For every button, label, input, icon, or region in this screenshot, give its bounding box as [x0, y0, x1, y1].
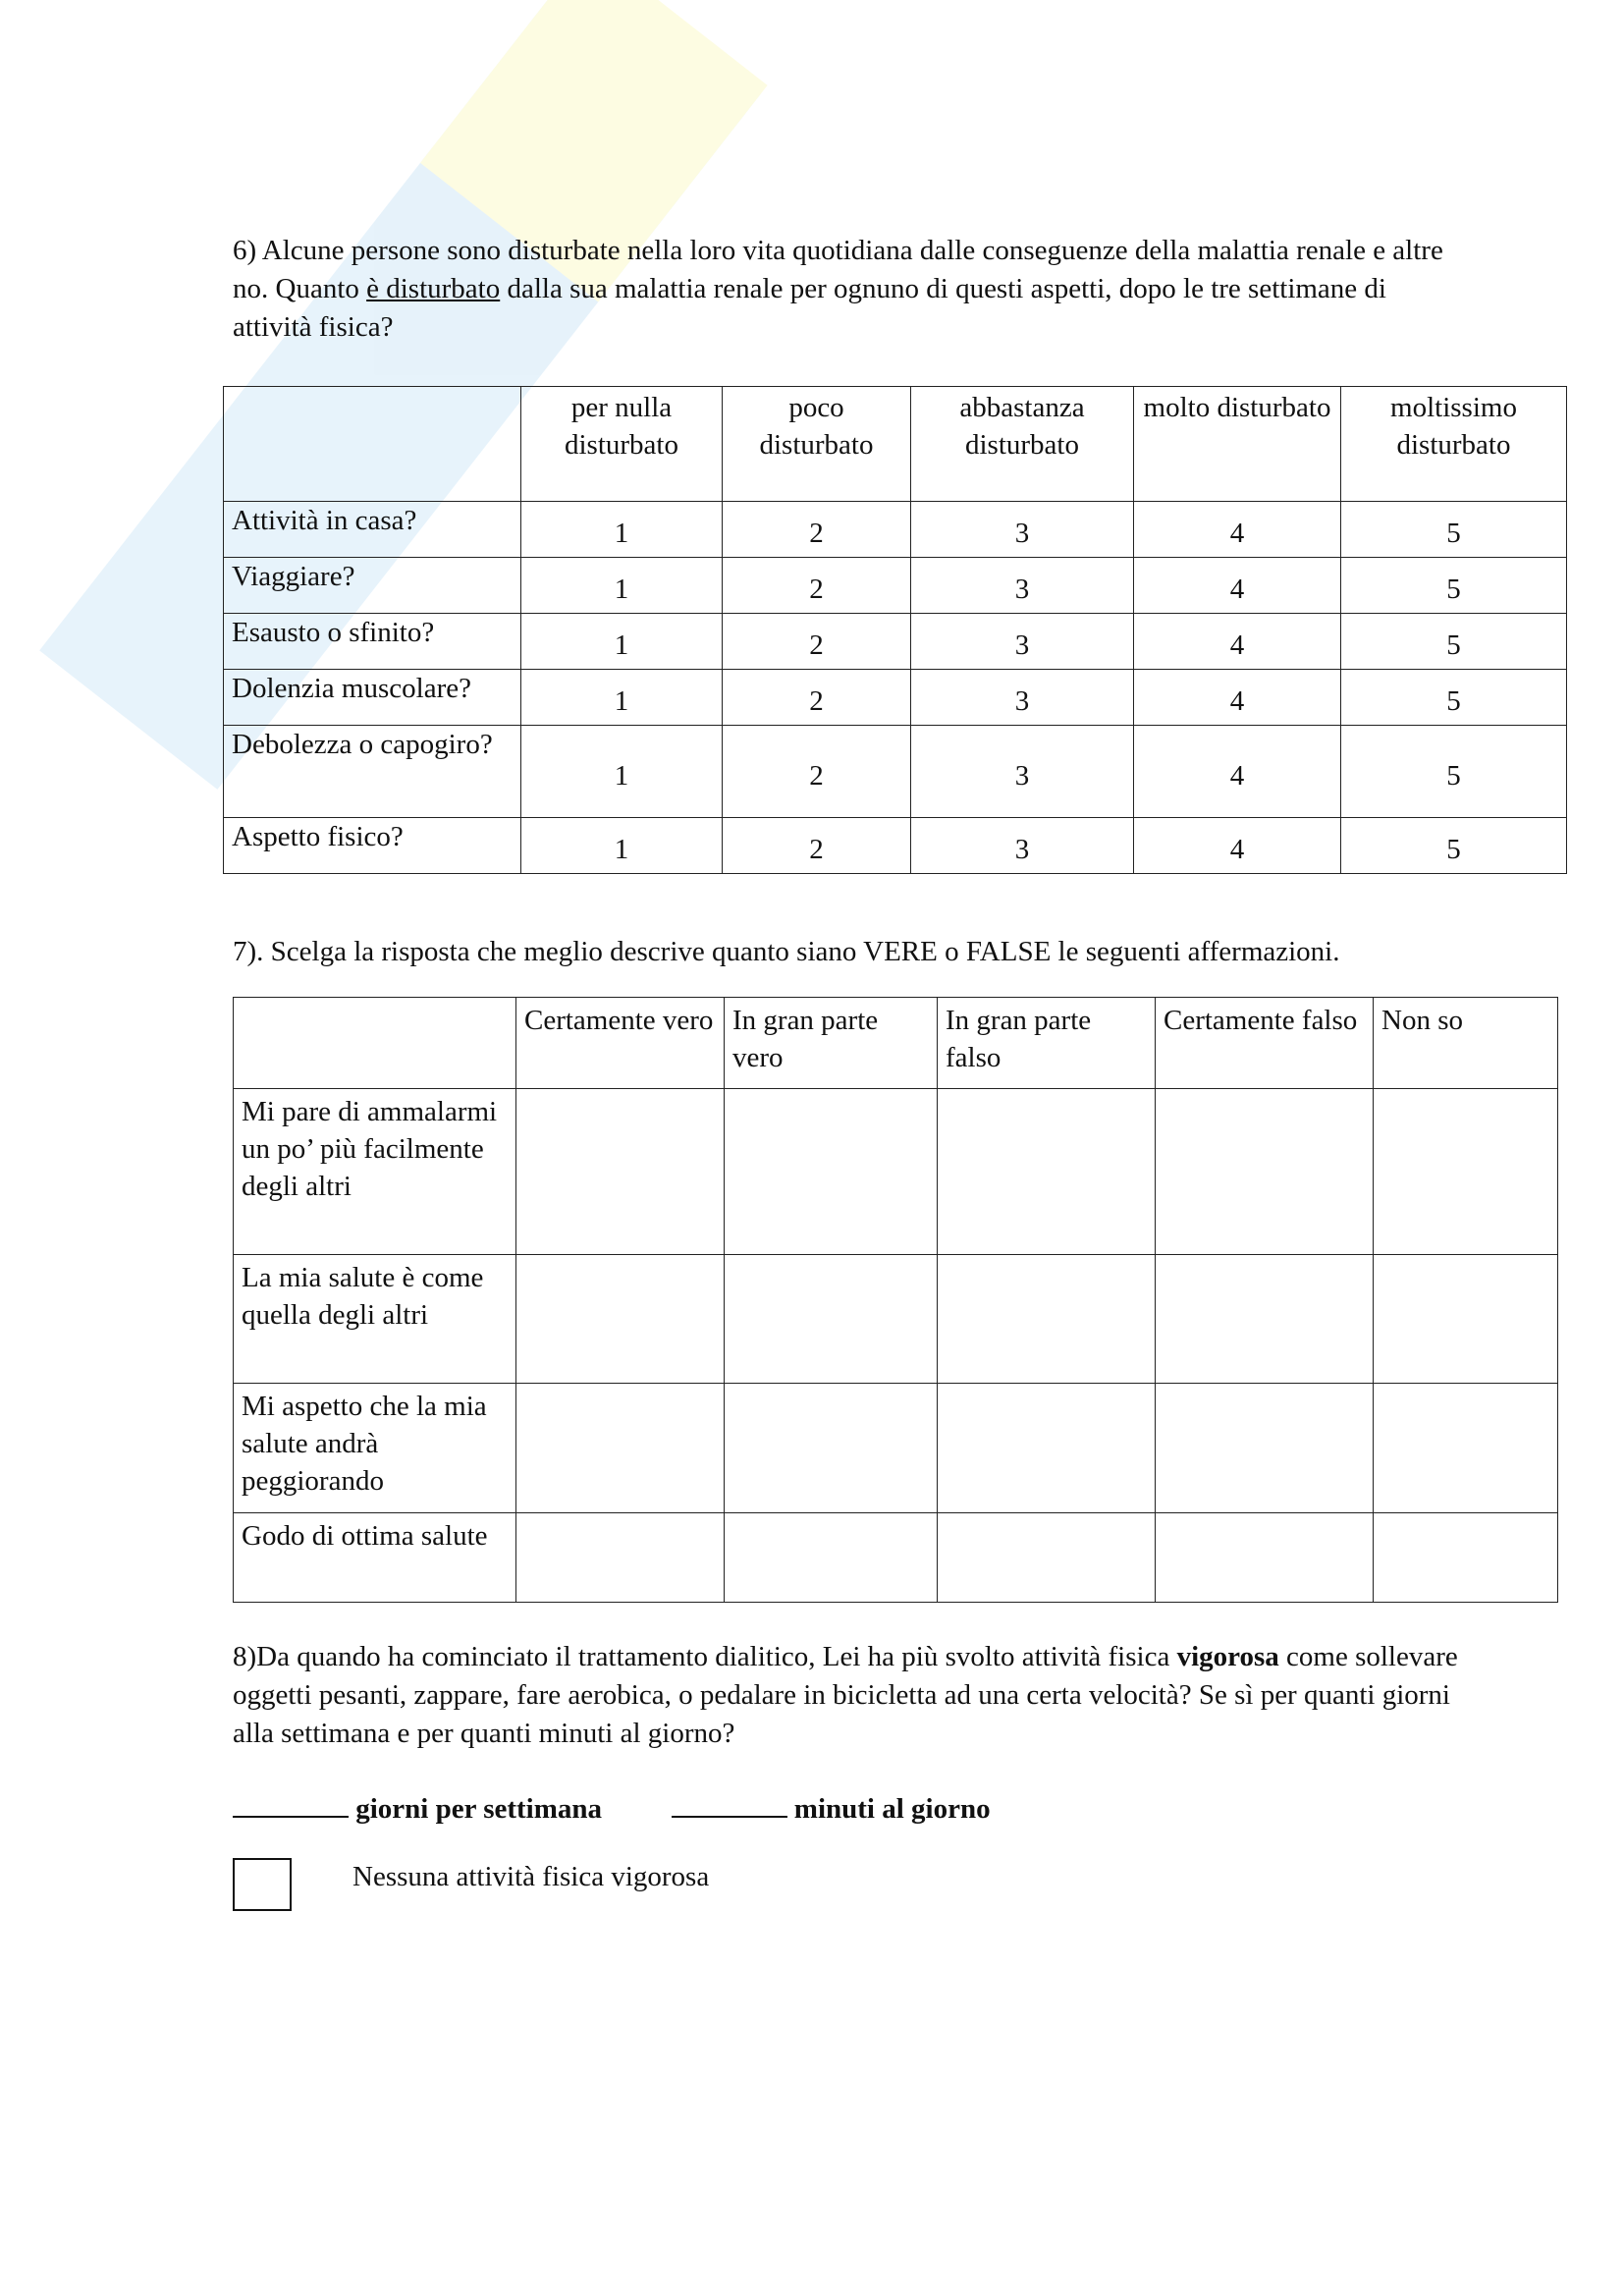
question-7-text: 7). Scelga la risposta che meglio descri… — [233, 936, 1340, 967]
answer-cell[interactable] — [1373, 1383, 1558, 1513]
empty-header-cell — [233, 997, 516, 1089]
no-vigorous-activity-label: Nessuna attività fisica vigorosa — [352, 1861, 710, 1892]
answer-cell[interactable] — [515, 1088, 725, 1255]
table-row: Mi pare di ammalarmi un po’ più facilmen… — [233, 1088, 1558, 1255]
answer-cell[interactable] — [515, 1383, 725, 1513]
question-6-text: 6) Alcune persone sono disturbate nella … — [233, 235, 1443, 343]
statement-label: La mia salute è come quella degli altri — [233, 1254, 516, 1384]
row-label: Esausto o sfinito? — [223, 613, 521, 670]
table-header-row: per nulla disturbato poco disturbato abb… — [223, 386, 1567, 502]
rating-option[interactable]: 4 — [1133, 725, 1341, 818]
table-row: Attività in casa? 1 2 3 4 5 — [223, 501, 1567, 558]
empty-header-cell — [223, 386, 521, 502]
table-row: Viaggiare? 1 2 3 4 5 — [223, 557, 1567, 614]
column-header: moltissimo disturbato — [1340, 386, 1567, 502]
table-row: Mi aspetto che la mia salute andrà peggi… — [233, 1383, 1558, 1513]
table-row: Esausto o sfinito? 1 2 3 4 5 — [223, 613, 1567, 670]
column-header: molto disturbato — [1133, 386, 1341, 502]
table-header-row: Certamente vero In gran parte vero In gr… — [233, 997, 1558, 1089]
statement-label: Mi aspetto che la mia salute andrà peggi… — [233, 1383, 516, 1513]
statement-label: Godo di ottima salute — [233, 1512, 516, 1603]
document-content: 6) Alcune persone sono disturbate nella … — [223, 235, 1568, 1911]
minutes-label: minuti al giorno — [793, 1793, 991, 1825]
rating-option[interactable]: 2 — [722, 669, 911, 726]
rating-option[interactable]: 1 — [520, 669, 723, 726]
rating-option[interactable]: 1 — [520, 557, 723, 614]
days-input[interactable] — [233, 1786, 349, 1818]
row-label: Attività in casa? — [223, 501, 521, 558]
row-label: Aspetto fisico? — [223, 817, 521, 874]
column-header: Certamente falso — [1155, 997, 1374, 1089]
rating-option[interactable]: 1 — [520, 817, 723, 874]
rating-option[interactable]: 2 — [722, 725, 911, 818]
rating-option[interactable]: 3 — [910, 613, 1134, 670]
table-row: Dolenzia muscolare? 1 2 3 4 5 — [223, 669, 1567, 726]
rating-option[interactable]: 5 — [1340, 501, 1567, 558]
answer-cell[interactable] — [1155, 1383, 1374, 1513]
table-row: Debolezza o capogiro? 1 2 3 4 5 — [223, 725, 1567, 818]
answer-cell[interactable] — [724, 1383, 938, 1513]
rating-option[interactable]: 5 — [1340, 817, 1567, 874]
days-label: giorni per settimana — [355, 1793, 603, 1825]
answer-cell[interactable] — [1373, 1088, 1558, 1255]
no-vigorous-activity-option: Nessuna attività fisica vigorosa — [233, 1858, 1568, 1911]
question-8-text: 8)Da quando ha cominciato il trattamento… — [233, 1641, 1458, 1749]
answer-cell[interactable] — [1155, 1254, 1374, 1384]
answer-cell[interactable] — [937, 1254, 1156, 1384]
rating-option[interactable]: 4 — [1133, 613, 1341, 670]
column-header: In gran parte falso — [937, 997, 1156, 1089]
answer-cell[interactable] — [937, 1383, 1156, 1513]
answer-cell[interactable] — [1155, 1088, 1374, 1255]
row-label: Dolenzia muscolare? — [223, 669, 521, 726]
rating-option[interactable]: 5 — [1340, 613, 1567, 670]
frequency-fields: giorni per settimana minuti al giorno — [233, 1786, 1470, 1829]
rating-option[interactable]: 4 — [1133, 817, 1341, 874]
rating-option[interactable]: 1 — [520, 501, 723, 558]
question-6-table: per nulla disturbato poco disturbato abb… — [223, 386, 1567, 874]
minutes-input[interactable] — [671, 1786, 787, 1818]
answer-cell[interactable] — [1373, 1512, 1558, 1603]
rating-option[interactable]: 3 — [910, 669, 1134, 726]
rating-option[interactable]: 3 — [910, 557, 1134, 614]
rating-option[interactable]: 3 — [910, 725, 1134, 818]
rating-option[interactable]: 5 — [1340, 557, 1567, 614]
answer-cell[interactable] — [1155, 1512, 1374, 1603]
answer-cell[interactable] — [937, 1512, 1156, 1603]
row-label: Viaggiare? — [223, 557, 521, 614]
answer-cell[interactable] — [724, 1512, 938, 1603]
column-header: abbastanza disturbato — [910, 386, 1134, 502]
table-row: Aspetto fisico? 1 2 3 4 5 — [223, 817, 1567, 874]
rating-option[interactable]: 2 — [722, 501, 911, 558]
row-label: Debolezza o capogiro? — [223, 725, 521, 818]
answer-cell[interactable] — [724, 1254, 938, 1384]
table-row: Godo di ottima salute — [233, 1512, 1558, 1603]
rating-option[interactable]: 2 — [722, 613, 911, 670]
rating-option[interactable]: 1 — [520, 725, 723, 818]
statement-label: Mi pare di ammalarmi un po’ più facilmen… — [233, 1088, 516, 1255]
answer-cell[interactable] — [724, 1088, 938, 1255]
answer-cell[interactable] — [1373, 1254, 1558, 1384]
answer-cell[interactable] — [937, 1088, 1156, 1255]
column-header: Non so — [1373, 997, 1558, 1089]
rating-option[interactable]: 2 — [722, 557, 911, 614]
rating-option[interactable]: 4 — [1133, 501, 1341, 558]
column-header: poco disturbato — [722, 386, 911, 502]
column-header: per nulla disturbato — [520, 386, 723, 502]
no-vigorous-activity-checkbox[interactable] — [233, 1858, 292, 1911]
column-header: Certamente vero — [515, 997, 725, 1089]
rating-option[interactable]: 4 — [1133, 557, 1341, 614]
rating-option[interactable]: 4 — [1133, 669, 1341, 726]
answer-cell[interactable] — [515, 1512, 725, 1603]
rating-option[interactable]: 3 — [910, 501, 1134, 558]
rating-option[interactable]: 5 — [1340, 669, 1567, 726]
rating-option[interactable]: 5 — [1340, 725, 1567, 818]
table-row: La mia salute è come quella degli altri — [233, 1254, 1558, 1384]
rating-option[interactable]: 1 — [520, 613, 723, 670]
question-7-table: Certamente vero In gran parte vero In gr… — [233, 997, 1558, 1603]
answer-cell[interactable] — [515, 1254, 725, 1384]
rating-option[interactable]: 3 — [910, 817, 1134, 874]
column-header: In gran parte vero — [724, 997, 938, 1089]
rating-option[interactable]: 2 — [722, 817, 911, 874]
